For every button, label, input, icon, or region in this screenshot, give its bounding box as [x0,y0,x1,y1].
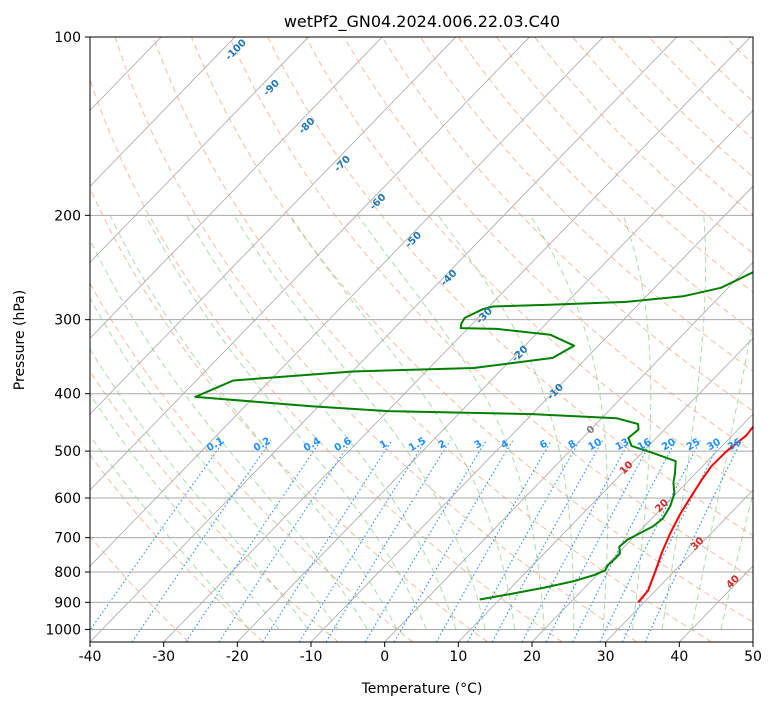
x-tick-label: 10 [449,649,467,665]
x-tick-label: 20 [523,649,541,665]
x-tick-label: 30 [597,649,615,665]
y-tick-label: 900 [54,595,81,611]
x-tick-label: 0 [380,649,389,665]
x-axis-label: Temperature (°C) [361,681,483,697]
y-tick-label: 200 [54,208,81,224]
x-tick-label: -30 [152,649,175,665]
x-tick-label: -40 [79,649,102,665]
x-tick-label: 40 [670,649,688,665]
y-axis-label: Pressure (hPa) [12,290,28,390]
y-tick-label: 600 [54,491,81,507]
y-tick-label: 1000 [45,622,81,638]
y-tick-label: 300 [54,313,81,329]
x-tick-label: -10 [300,649,323,665]
y-tick-label: 100 [54,30,81,46]
x-tick-label: -20 [226,649,249,665]
y-tick-label: 700 [54,531,81,547]
x-tick-label: 50 [744,649,762,665]
y-tick-label: 500 [54,444,81,460]
y-tick-label: 400 [54,387,81,403]
y-tick-label: 800 [54,565,81,581]
chart-title: wetPf2_GN04.2024.006.22.03.C40 [284,12,560,32]
